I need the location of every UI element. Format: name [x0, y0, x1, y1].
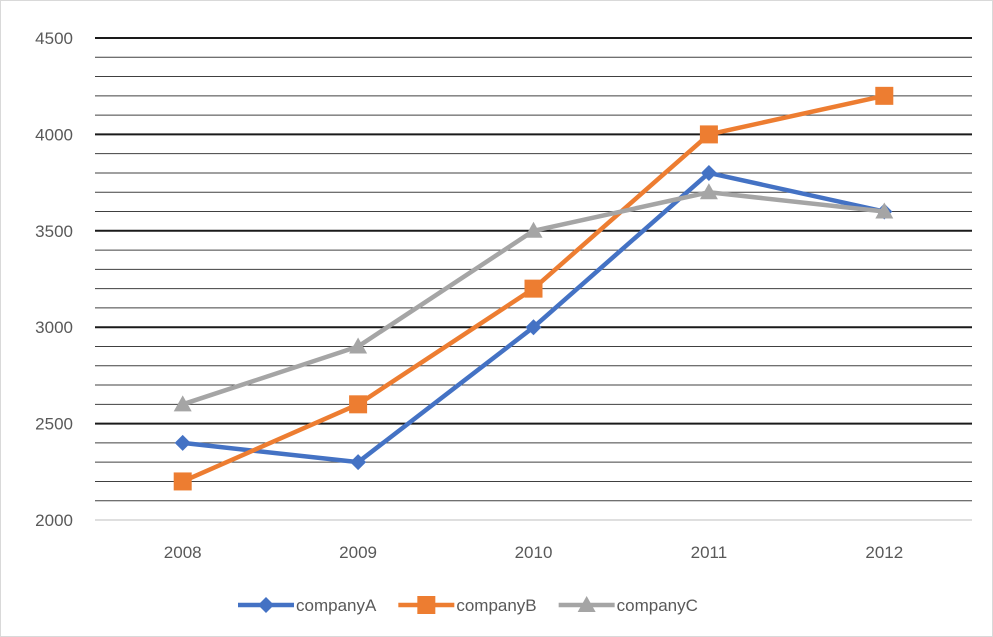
- data-point-companyC: [349, 337, 368, 354]
- data-point-companyC: [524, 221, 543, 238]
- series-line-companyA: [180, 170, 887, 465]
- series-companyC: [173, 183, 894, 412]
- legend-marker: [577, 596, 596, 612]
- x-tick-label: 2012: [865, 543, 903, 562]
- x-axis: 2008 2009 2010 2011 2012: [164, 543, 903, 562]
- y-tick-label: 3000: [35, 318, 73, 337]
- data-point-companyC: [699, 183, 718, 200]
- data-point-companyB: [875, 86, 894, 105]
- y-tick-label: 2500: [35, 415, 73, 434]
- legend-label: companyB: [456, 596, 536, 615]
- data-point-companyB: [524, 279, 543, 298]
- legend-entry-companyC: companyC: [558, 596, 698, 615]
- legend-entry-companyB: companyB: [398, 596, 537, 615]
- legend-entry-companyA: companyA: [238, 596, 377, 615]
- y-tick-label: 3500: [35, 222, 73, 241]
- data-point-companyA: [174, 434, 191, 451]
- plot-area: [173, 86, 894, 491]
- y-tick-label: 4500: [35, 29, 73, 48]
- data-point-companyA: [525, 319, 542, 336]
- legend: companyA companyB companyC: [238, 596, 698, 615]
- x-tick-label: 2010: [515, 543, 553, 562]
- x-tick-label: 2008: [164, 543, 202, 562]
- x-tick-label: 2011: [691, 543, 728, 562]
- data-point-companyA: [350, 454, 367, 471]
- data-point-companyB: [173, 472, 192, 491]
- series-companyB: [173, 86, 894, 491]
- legend-label: companyA: [296, 596, 377, 615]
- x-tick-label: 2009: [339, 543, 377, 562]
- data-point-companyB: [349, 395, 368, 414]
- legend-marker: [258, 597, 274, 613]
- y-axis: 2000 2500 3000 3500 4000 4500: [35, 29, 73, 530]
- data-point-companyC: [173, 395, 192, 412]
- legend-marker: [417, 596, 436, 614]
- data-point-companyA: [700, 164, 717, 181]
- data-point-companyC: [875, 202, 894, 219]
- legend-label: companyC: [617, 596, 698, 615]
- y-tick-label: 2000: [35, 511, 73, 530]
- y-tick-label: 4000: [35, 125, 73, 144]
- data-point-companyB: [699, 125, 718, 144]
